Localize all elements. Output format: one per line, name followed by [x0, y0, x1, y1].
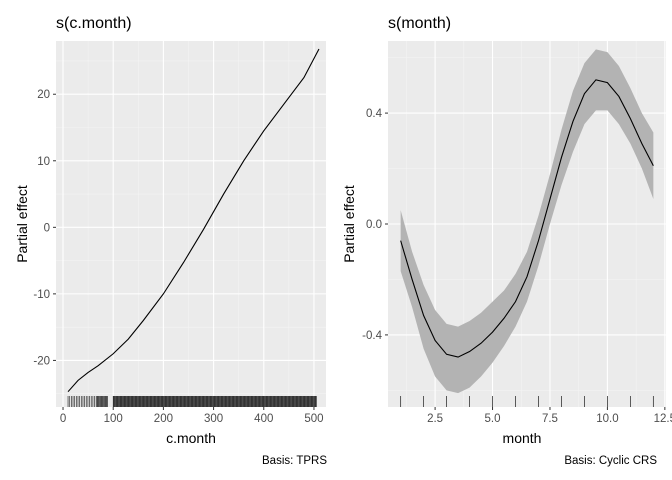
right-x-axis-label: month — [503, 430, 542, 446]
left-x-tick-label: 300 — [204, 413, 223, 425]
left-gridlines — [56, 41, 326, 407]
right-y-axis-label: Partial effect — [341, 185, 357, 263]
left-y-tick-label: 10 — [37, 156, 50, 168]
left-x-tick-label: 100 — [104, 413, 123, 425]
left-caption: Basis: TPRS — [262, 455, 327, 467]
left-panel: s(c.month) 0 100 200 300 400 500 -20 -10 0 10 20 c… — [14, 15, 327, 467]
right-x-tick-label: 2.5 — [427, 413, 443, 425]
right-x-tick-label: 7.5 — [542, 413, 558, 425]
left-x-tick-label: 500 — [304, 413, 323, 425]
left-y-tick-label: 20 — [37, 89, 50, 101]
right-caption: Basis: Cyclic CRS — [564, 455, 657, 467]
left-plot-background — [56, 41, 326, 407]
left-y-tick-label: -10 — [33, 289, 50, 301]
left-y-tick-label: 0 — [44, 222, 50, 234]
left-axis-ticks: 0 100 200 300 400 500 -20 -10 0 10 20 — [33, 89, 323, 425]
left-smooth-line — [67, 48, 320, 393]
left-y-axis-label: Partial effect — [14, 185, 30, 263]
right-y-tick-label: 0.0 — [366, 219, 382, 231]
left-rug — [67, 396, 317, 407]
right-rug — [400, 396, 654, 407]
right-x-tick-label: 12.5 — [654, 413, 672, 425]
right-confidence-band — [400, 49, 654, 394]
left-x-axis-label: c.month — [166, 430, 216, 446]
right-title: s(month) — [388, 15, 451, 32]
left-x-tick-label: 200 — [154, 413, 173, 425]
left-y-tick-label: -20 — [33, 355, 50, 367]
left-x-tick-label: 400 — [254, 413, 273, 425]
left-title: s(c.month) — [56, 15, 132, 32]
right-y-tick-label: -0.4 — [362, 330, 382, 342]
right-x-tick-label: 10.0 — [596, 413, 618, 425]
right-panel: s(month) 2.5 5.0 7.5 10.0 12.5 -0.4 0.0 0.4 mon… — [341, 15, 672, 467]
right-smooth-line — [400, 79, 654, 358]
right-x-tick-label: 5.0 — [485, 413, 501, 425]
right-y-tick-label: 0.4 — [366, 108, 383, 120]
right-axis-ticks: 2.5 5.0 7.5 10.0 12.5 -0.4 0.0 0.4 — [362, 108, 672, 425]
left-x-tick-label: 0 — [60, 413, 66, 425]
